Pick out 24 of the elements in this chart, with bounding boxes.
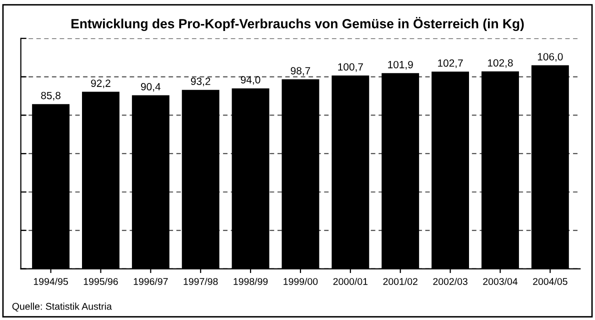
data-label: 92,2	[91, 80, 110, 88]
data-label: 101,9	[388, 60, 413, 70]
x-tick-label: 1999/00	[284, 278, 318, 285]
data-label: 102,7	[438, 59, 463, 68]
data-label: 90,4	[141, 83, 160, 92]
x-tick-label: 1996/97	[134, 278, 168, 285]
data-label: 100,7	[338, 63, 363, 72]
data-label: 85,8	[41, 92, 60, 100]
x-tick-label: 1997/98	[184, 278, 218, 285]
chart-title: Entwicklung des Pro-Kopf-Verbrauchs von Gemüse in Österreich (in Kg)	[71, 16, 524, 32]
x-tick-label: 1998/99	[234, 278, 268, 285]
x-tick-label: 2003/04	[483, 278, 518, 285]
data-label: 102,8	[488, 59, 513, 68]
x-tick-label: 1994/95	[34, 278, 68, 285]
data-label: 93,2	[190, 78, 210, 86]
data-label: 106,0	[538, 53, 563, 62]
x-tick-label: 2002/03	[433, 278, 468, 285]
data-label: 94,0	[240, 76, 260, 85]
x-tick-label: 2001/02	[383, 278, 418, 285]
data-label: 98,7	[290, 67, 310, 76]
x-tick-label: 1995/96	[84, 278, 118, 285]
x-tick-label: 2000/01	[333, 278, 368, 285]
x-tick-label: 2004/05	[533, 278, 568, 285]
source-note: Quelle: Statistik Austria	[12, 302, 112, 312]
